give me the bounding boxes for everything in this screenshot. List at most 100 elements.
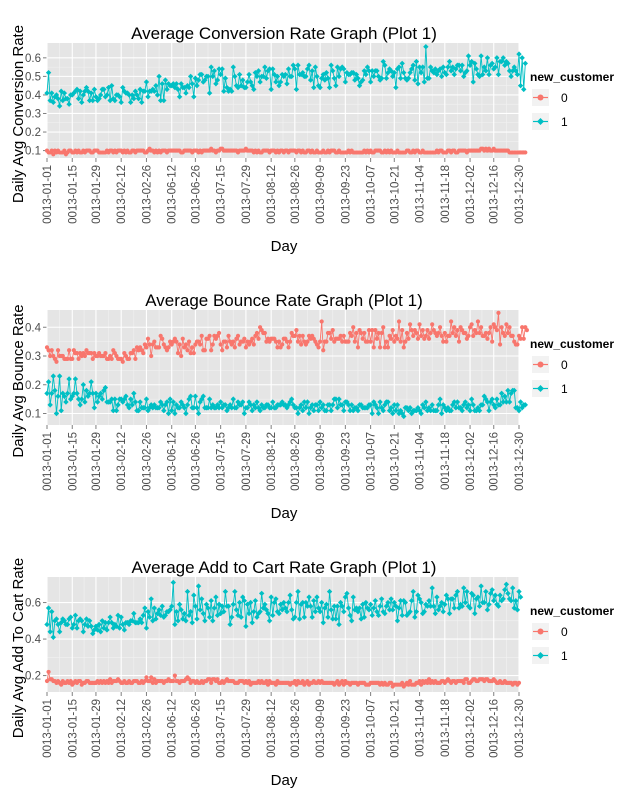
series-1-point [315, 407, 322, 414]
series-1-point [186, 84, 192, 91]
x-axis-label: Day [271, 505, 298, 522]
series-0-point [242, 336, 247, 341]
series-1-point [508, 73, 514, 80]
series-0-point [523, 150, 528, 155]
series-1-point [58, 407, 64, 414]
series-1-point [328, 407, 334, 414]
series-1-point [69, 393, 75, 399]
legend-label-0: 0 [561, 358, 568, 372]
series-0-point [149, 675, 154, 680]
series-1-point [521, 86, 527, 93]
series-1-point [300, 407, 306, 414]
series-1-point [457, 601, 464, 608]
conversion-rate-chart: Average Conversion Rate Graph (Plot 1) D… [10, 24, 614, 255]
series-1-point [333, 82, 339, 89]
x-tick-label: 0013-10-07 [366, 432, 378, 491]
x-tick-label: 0013-11-18 [440, 432, 452, 490]
series-1-point [386, 607, 393, 613]
series-1-point [86, 97, 93, 104]
series-1-point [79, 396, 85, 402]
legend-key-1-point [537, 652, 544, 659]
series-0-point [381, 325, 386, 330]
series-0-point [485, 336, 490, 341]
series-1-point [102, 619, 109, 626]
series-1-point [442, 405, 448, 411]
x-tick-label: 0013-08-12 [266, 699, 278, 758]
series-0-point [321, 348, 326, 353]
series-1-point [434, 407, 440, 414]
series-1-point [145, 94, 151, 100]
series-1-point [102, 94, 109, 100]
series-1-point [468, 396, 475, 402]
legend-label-1: 1 [561, 649, 568, 663]
series-1-point [69, 92, 75, 98]
series-1-point [206, 396, 213, 402]
series-1-point [382, 62, 388, 68]
x-tick-label: 0013-08-12 [266, 165, 278, 224]
series-1-point [187, 73, 194, 80]
series-1-point [187, 393, 194, 399]
series-1-point [176, 601, 183, 608]
series-1-point [457, 405, 464, 411]
series-0-point [179, 353, 184, 359]
series-1-point [157, 399, 164, 405]
series-1-point [407, 405, 413, 411]
series-1-point [74, 625, 80, 631]
series-0-point [191, 351, 196, 356]
series-1-point [306, 62, 312, 68]
series-1-point [345, 402, 352, 408]
series-1-point [445, 405, 451, 411]
series-1-point [443, 407, 450, 414]
series-0-point [152, 339, 157, 344]
series-1-point [369, 68, 375, 74]
y-tick-label: 0.3 [25, 108, 41, 120]
series-1-point [254, 399, 260, 405]
series-1-point [80, 629, 87, 635]
series-1-point [257, 79, 263, 85]
series-1-point [465, 53, 472, 59]
legend-title: new_customer [530, 337, 614, 351]
series-1-point [396, 410, 402, 417]
series-0-point [396, 319, 402, 324]
series-1-point [145, 608, 151, 615]
series-1-point [375, 410, 382, 417]
series-1-point [132, 399, 139, 405]
series-1-point [200, 393, 206, 399]
series-0-point [89, 351, 94, 356]
series-1-point [270, 66, 276, 72]
series-0-point [280, 342, 285, 347]
series-0-point [488, 325, 493, 330]
series-1-point [210, 618, 216, 624]
x-tick-label: 0013-07-29 [241, 165, 253, 224]
series-0-point [275, 345, 280, 350]
series-1-point [270, 399, 276, 405]
series-0-point [207, 677, 212, 682]
series-1-point [211, 68, 218, 74]
series-0-point [149, 353, 154, 359]
series-0-point [246, 678, 252, 684]
series-1-point [91, 627, 98, 633]
series-0-point [300, 678, 305, 684]
legend: new_customer 0 1 [530, 70, 614, 130]
series-1-point [426, 405, 432, 411]
series-1-point [423, 601, 429, 608]
series-1-point [189, 619, 195, 626]
series-1-point [366, 68, 372, 74]
series-1-point [298, 402, 304, 408]
series-1-point [337, 66, 344, 72]
series-1-point [131, 610, 137, 617]
series-1-point [61, 393, 68, 399]
series-1-point [173, 608, 180, 615]
series-1-point [377, 399, 383, 405]
x-tick-label: 0013-12-02 [465, 432, 477, 491]
series-0-point [505, 330, 511, 336]
series-0-point [190, 345, 195, 350]
plot-area: 0.2 0.4 0.6 0013-01-01 0013-01-15 0013-01-29 0… [25, 577, 526, 758]
series-1-point [49, 390, 55, 397]
series-0-point [483, 330, 488, 336]
series-1-point [420, 64, 426, 70]
series-1-point [112, 396, 118, 402]
series-1-point [216, 66, 222, 72]
series-1-point [371, 73, 377, 80]
series-0-point [419, 333, 424, 338]
